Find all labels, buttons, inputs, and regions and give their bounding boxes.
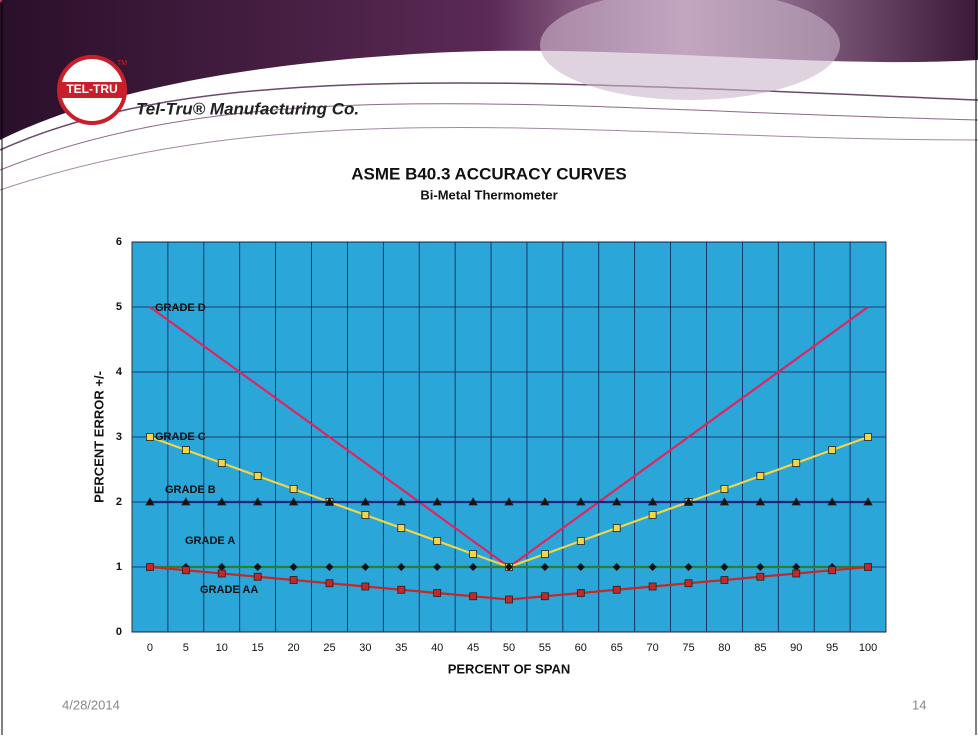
point bbox=[218, 570, 225, 577]
point bbox=[182, 567, 189, 574]
point bbox=[865, 434, 872, 441]
point bbox=[829, 567, 836, 574]
y-tick-label: 4 bbox=[116, 366, 123, 378]
y-tick-label: 0 bbox=[116, 626, 122, 638]
point bbox=[577, 590, 584, 597]
point bbox=[793, 570, 800, 577]
point bbox=[398, 586, 405, 593]
point bbox=[506, 596, 513, 603]
series-label: GRADE B bbox=[165, 484, 216, 496]
point bbox=[146, 434, 153, 441]
point bbox=[685, 580, 692, 587]
slide-number: 14 bbox=[912, 697, 926, 712]
x-tick-label: 65 bbox=[611, 642, 623, 654]
point bbox=[326, 580, 333, 587]
slide: TEL-TRU TM Tel-Tru® Manufacturing Co. AS… bbox=[0, 0, 978, 735]
company-name: Tel-Tru® Manufacturing Co. bbox=[136, 99, 359, 118]
x-tick-label: 30 bbox=[359, 642, 371, 654]
point bbox=[613, 586, 620, 593]
point bbox=[649, 583, 656, 590]
point bbox=[182, 447, 189, 454]
point bbox=[254, 473, 261, 480]
x-tick-label: 70 bbox=[646, 642, 658, 654]
x-tick-label: 20 bbox=[287, 642, 299, 654]
y-tick-label: 3 bbox=[116, 431, 122, 443]
y-tick-label: 5 bbox=[116, 301, 122, 313]
x-tick-label: 50 bbox=[503, 642, 515, 654]
x-tick-label: 40 bbox=[431, 642, 443, 654]
point bbox=[613, 525, 620, 532]
logo-text: TEL-TRU bbox=[66, 82, 117, 96]
point bbox=[434, 590, 441, 597]
point bbox=[541, 551, 548, 558]
x-tick-label: 25 bbox=[323, 642, 335, 654]
y-tick-label: 2 bbox=[116, 496, 122, 508]
x-tick-label: 5 bbox=[183, 642, 189, 654]
slide-date: 4/28/2014 bbox=[62, 697, 120, 712]
x-tick-label: 55 bbox=[539, 642, 551, 654]
point bbox=[577, 538, 584, 545]
x-tick-label: 60 bbox=[575, 642, 587, 654]
point bbox=[290, 486, 297, 493]
point bbox=[254, 573, 261, 580]
point bbox=[398, 525, 405, 532]
point bbox=[146, 564, 153, 571]
x-tick-label: 35 bbox=[395, 642, 407, 654]
point bbox=[757, 573, 764, 580]
series-label: GRADE D bbox=[155, 302, 206, 314]
point bbox=[218, 460, 225, 467]
point bbox=[793, 460, 800, 467]
x-tick-label: 90 bbox=[790, 642, 802, 654]
point bbox=[434, 538, 441, 545]
point bbox=[721, 577, 728, 584]
x-tick-label: 85 bbox=[754, 642, 766, 654]
series-label: GRADE AA bbox=[200, 584, 258, 596]
trademark: TM bbox=[117, 60, 127, 67]
chart-title: ASME B40.3 ACCURACY CURVES bbox=[351, 164, 627, 183]
x-tick-label: 0 bbox=[147, 642, 153, 654]
point bbox=[865, 564, 872, 571]
page: TEL-TRU TM Tel-Tru® Manufacturing Co. AS… bbox=[0, 0, 978, 735]
point bbox=[541, 593, 548, 600]
y-axis-label: PERCENT ERROR +/- bbox=[91, 371, 106, 503]
point bbox=[757, 473, 764, 480]
point bbox=[470, 593, 477, 600]
point bbox=[290, 577, 297, 584]
point bbox=[470, 551, 477, 558]
x-tick-label: 80 bbox=[718, 642, 730, 654]
x-tick-label: 100 bbox=[859, 642, 877, 654]
x-tick-label: 75 bbox=[682, 642, 694, 654]
x-tick-label: 15 bbox=[252, 642, 264, 654]
x-tick-label: 45 bbox=[467, 642, 479, 654]
chart-subtitle: Bi-Metal Thermometer bbox=[420, 187, 557, 202]
x-tick-label: 10 bbox=[216, 642, 228, 654]
point bbox=[721, 486, 728, 493]
point bbox=[362, 512, 369, 519]
point bbox=[649, 512, 656, 519]
y-tick-label: 1 bbox=[116, 561, 122, 573]
y-tick-label: 6 bbox=[116, 236, 122, 248]
point bbox=[829, 447, 836, 454]
x-axis-label: PERCENT OF SPAN bbox=[448, 661, 571, 676]
x-tick-label: 95 bbox=[826, 642, 838, 654]
series-label: GRADE A bbox=[185, 535, 235, 547]
series-label: GRADE C bbox=[155, 431, 206, 443]
point bbox=[362, 583, 369, 590]
